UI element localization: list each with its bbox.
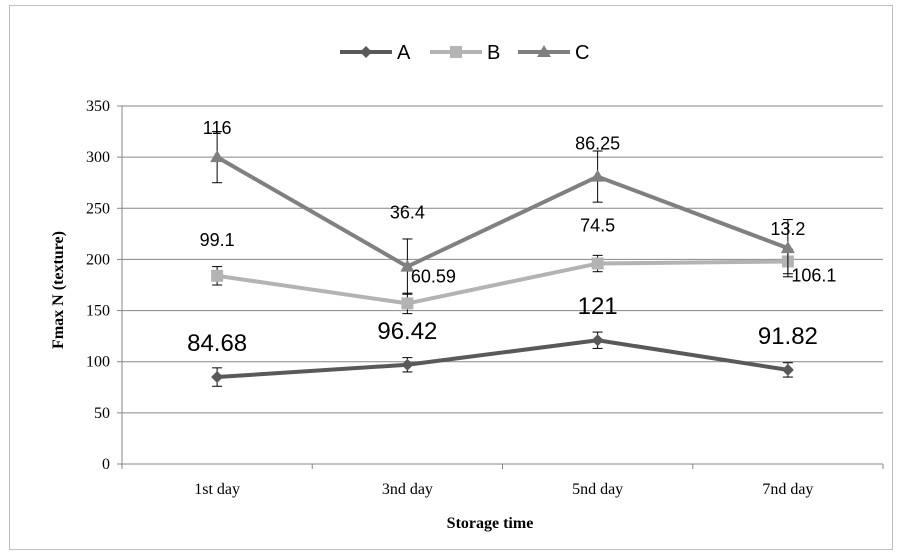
data-label-C-2: 36.4 xyxy=(390,203,425,223)
data-point-B-2 xyxy=(401,297,414,310)
series-layer xyxy=(210,131,795,387)
y-tick-label-0: 0 xyxy=(102,456,110,473)
series-line-C xyxy=(216,155,789,269)
data-point-B-3 xyxy=(591,257,604,270)
legend-label-C: C xyxy=(575,42,589,64)
legend-label-B: B xyxy=(487,42,500,64)
y-tick-label-150: 150 xyxy=(86,303,110,320)
y-tick-label-200: 200 xyxy=(86,251,110,268)
axes: 0 50 100 150 200 250 300 350 1st day 3nd day 5nd d… xyxy=(86,98,884,498)
legend-item-A: A xyxy=(340,42,411,64)
series-B xyxy=(211,248,794,315)
data-label-C-1: 116 xyxy=(203,118,232,138)
data-label-A-4: 91.82 xyxy=(758,323,818,350)
x-tick-label-2: 3nd day xyxy=(382,481,433,498)
y-tick-label-350: 350 xyxy=(86,98,110,115)
legend-label-A: A xyxy=(397,42,411,64)
data-label-A-1: 84.68 xyxy=(187,330,247,357)
data-label-B-2: 60.59 xyxy=(411,266,456,286)
series-A xyxy=(211,331,794,387)
data-label-C-3: 86.25 xyxy=(575,134,620,154)
legend-marker-A xyxy=(360,46,372,58)
series-C xyxy=(210,131,795,295)
y-tick-label-100: 100 xyxy=(86,354,110,371)
data-label-A-2: 96.42 xyxy=(377,318,437,345)
data-point-B-1 xyxy=(211,269,224,282)
series-line-B xyxy=(216,259,788,306)
series-line-A xyxy=(216,338,789,380)
x-axis-title: Storage time xyxy=(447,515,534,532)
data-point-C-3 xyxy=(590,169,605,182)
data-point-A-2 xyxy=(401,358,414,371)
data-label-B-3: 74.5 xyxy=(580,216,615,236)
data-label-B-4: 106.1 xyxy=(791,265,836,285)
data-point-A-1 xyxy=(211,371,224,384)
data-label-B-1: 99.1 xyxy=(200,230,235,250)
legend-marker-B xyxy=(450,46,462,58)
data-label-C-4: 13.2 xyxy=(770,219,805,239)
y-tick-label-50: 50 xyxy=(94,405,110,422)
y-axis-title: Fmax N (texture) xyxy=(50,231,67,349)
data-point-A-4 xyxy=(781,363,794,376)
x-tick-label-1: 1st day xyxy=(194,481,240,498)
y-tick-label-250: 250 xyxy=(86,200,110,217)
gridlines xyxy=(122,105,883,414)
data-point-A-3 xyxy=(591,334,604,347)
data-label-A-3: 121 xyxy=(578,293,618,320)
x-tick-label-3: 5nd day xyxy=(572,481,623,498)
chart-frame xyxy=(9,5,893,550)
legend: A B C xyxy=(340,42,589,64)
legend-marker-C xyxy=(537,45,551,57)
x-tick-label-4: 7nd day xyxy=(762,481,813,498)
legend-item-C: C xyxy=(518,42,589,64)
y-tick-label-300: 300 xyxy=(86,149,110,166)
data-point-C-1 xyxy=(210,150,225,163)
data-point-C-2 xyxy=(400,259,415,272)
legend-item-B: B xyxy=(430,42,500,64)
data-point-C-4 xyxy=(780,241,795,254)
data-labels: 84.68 96.42 121 91.82 99.1 60.59 74.5 106.1 116 3… xyxy=(187,118,836,357)
